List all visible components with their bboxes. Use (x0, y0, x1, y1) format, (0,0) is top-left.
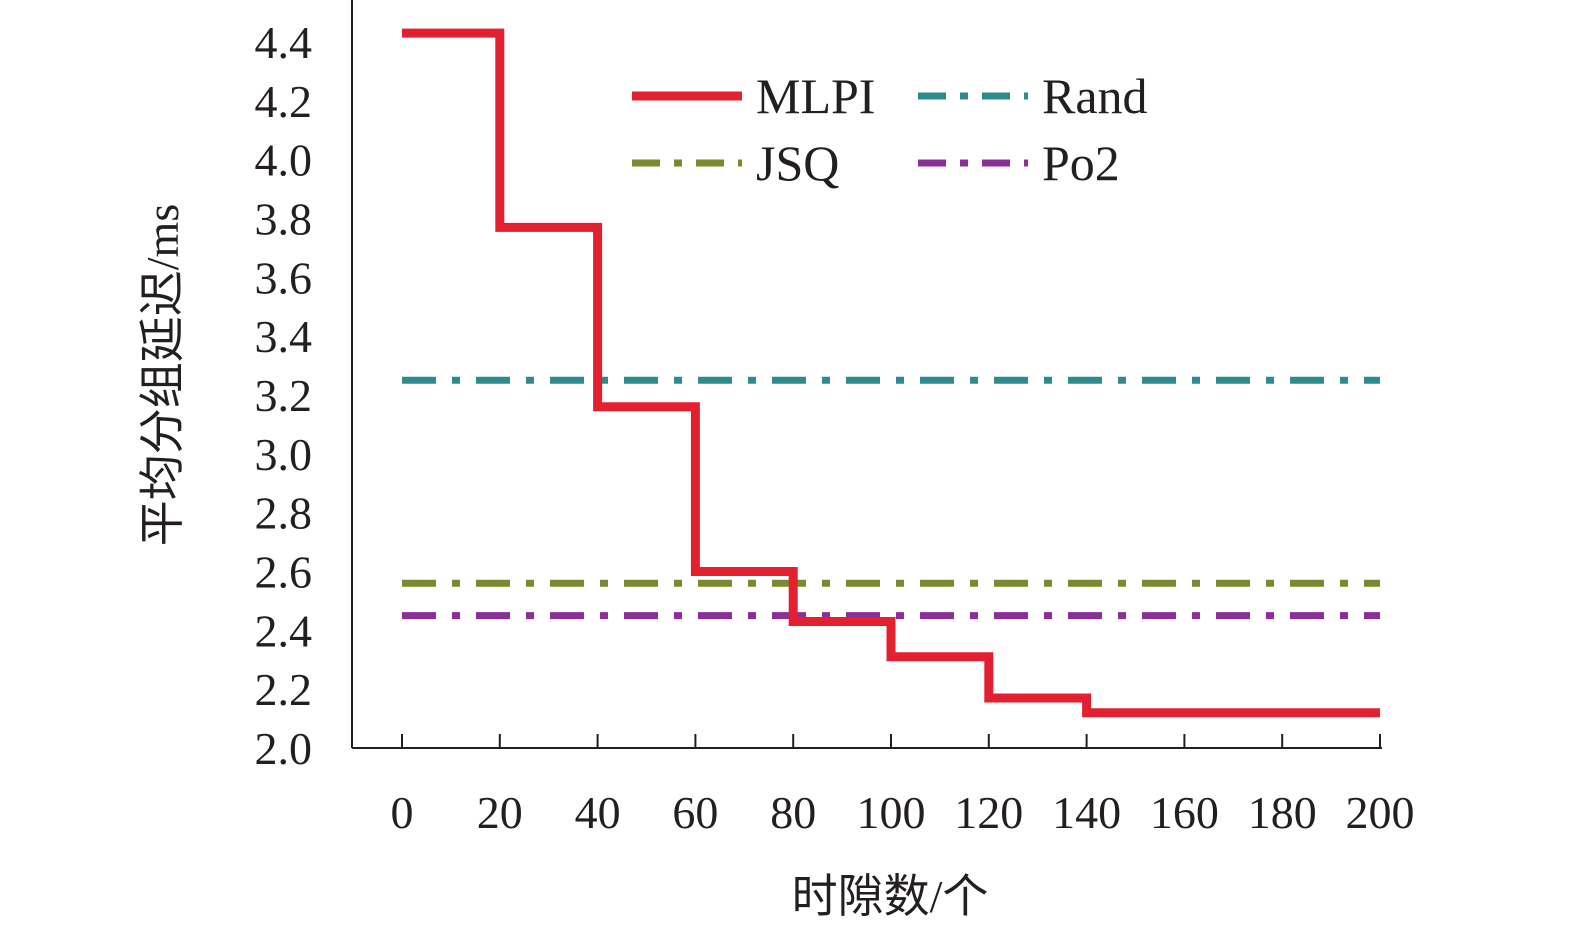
x-tick-label: 200 (1346, 787, 1415, 838)
x-tick-label: 40 (575, 787, 621, 838)
x-tick-label: 0 (391, 787, 414, 838)
x-tick-label: 100 (857, 787, 926, 838)
legend-label-po2: Po2 (1042, 135, 1120, 191)
x-tick-label: 160 (1150, 787, 1219, 838)
x-tick-label: 180 (1248, 787, 1317, 838)
legend-label-rand: Rand (1042, 68, 1148, 124)
y-tick-label: 2.2 (255, 664, 313, 715)
legend: MLPI Rand JSQ Po2 (632, 68, 1148, 191)
x-tick-label: 80 (770, 787, 816, 838)
x-ticks (401, 734, 1381, 748)
y-tick-label: 2.6 (255, 547, 313, 598)
y-tick-label: 4.4 (255, 17, 313, 68)
x-tick-label: 140 (1052, 787, 1121, 838)
y-tick-label: 3.2 (255, 370, 313, 421)
series-line-mlpi (402, 28, 1380, 718)
y-axis-title: 平均分组延迟/ms (137, 204, 188, 546)
x-tick-label: 60 (672, 787, 718, 838)
y-tick-label: 2.4 (255, 605, 313, 656)
y-tick-label: 3.8 (255, 194, 313, 245)
x-tick-label: 20 (477, 787, 523, 838)
y-tick-label: 2.8 (255, 488, 313, 539)
y-tick-label: 4.2 (255, 76, 313, 127)
y-tick-labels: 2.0 2.2 2.4 2.6 2.8 3.0 3.2 3.4 3.6 3.8 4.0 4.2 4.4 (255, 17, 313, 774)
x-tick-labels: 0 20 40 60 80 100 120 140 160 180 200 (391, 787, 1415, 838)
y-tick-label: 3.4 (255, 311, 313, 362)
axes: 2.02.22.42.62.83.03.23.43.63.84.04.24.4 … (255, 0, 1415, 838)
y-tick-label: 3.0 (255, 429, 313, 480)
x-tick-label: 120 (954, 787, 1023, 838)
y-tick-label: 2.0 (255, 723, 313, 774)
y-tick-label: 3.6 (255, 252, 313, 303)
legend-label-jsq: JSQ (756, 135, 839, 191)
y-tick-label: 4.0 (255, 135, 313, 186)
x-axis-title: 时隙数/个 (792, 871, 989, 922)
legend-label-mlpi: MLPI (756, 68, 875, 124)
series-layer (402, 28, 1380, 718)
